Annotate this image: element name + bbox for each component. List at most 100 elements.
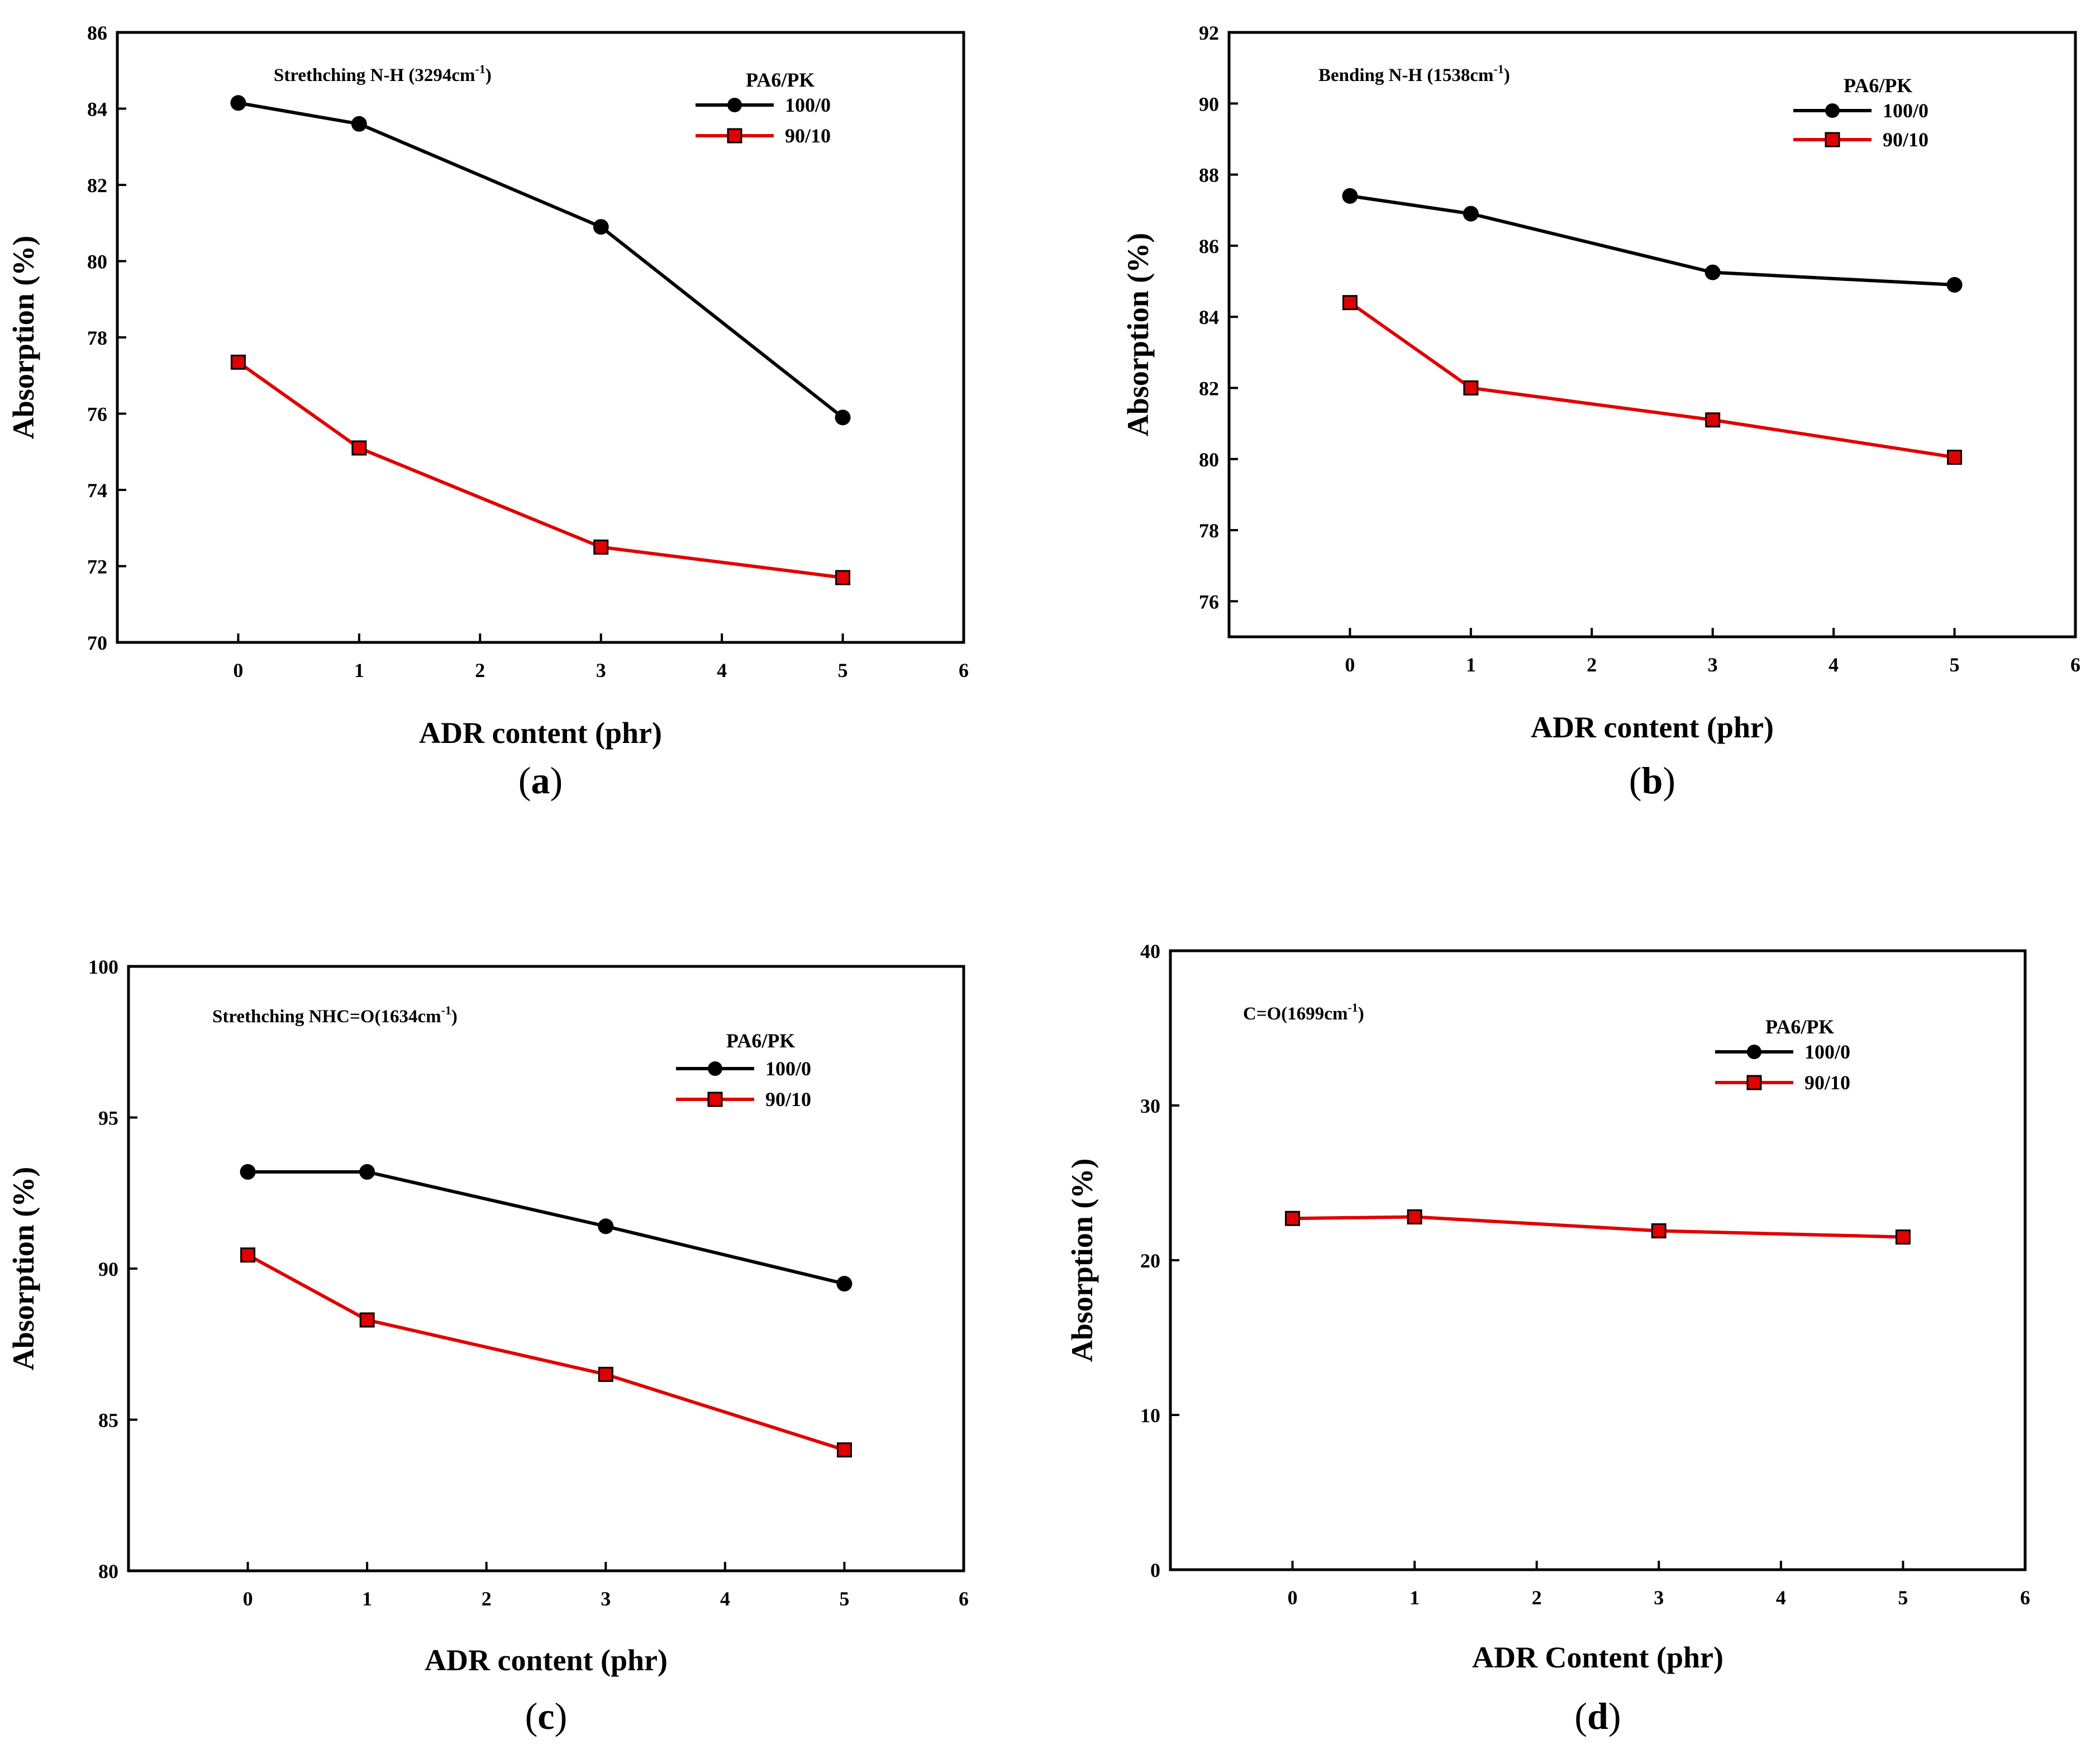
x-tick-label: 2 [1587,654,1597,676]
y-tick-label: 86 [1199,235,1219,258]
data-point [598,1218,614,1235]
legend-marker-square [727,128,742,144]
data-point [835,570,851,585]
legend-title: PA6/PK [1844,74,1912,97]
y-tick-label: 80 [98,1560,118,1583]
y-tick-label: 30 [1140,1095,1160,1117]
data-point [359,1312,375,1328]
series-line-100/0 [237,101,844,419]
x-tick-label: 1 [354,659,364,682]
x-tick-label: 5 [1950,654,1960,676]
legend-marker-square [1825,132,1840,147]
x-tick-label: 2 [475,659,485,682]
y-tick-label: 84 [1199,306,1219,328]
legend-label: 100/0 [785,94,831,116]
legend-marker-square [707,1092,723,1107]
y-tick-label: 72 [87,556,107,578]
y-axis-label: Absorption (%) [7,236,40,440]
y-tick-label: 92 [1199,22,1219,44]
legend-label: 90/10 [765,1088,811,1111]
x-axis-label: ADR Content (phr) [1472,1641,1723,1674]
data-point [230,354,246,370]
x-tick-label: 0 [1345,654,1355,676]
y-tick-label: 0 [1150,1559,1160,1581]
x-tick-label: 2 [482,1588,492,1610]
y-tick-label: 86 [87,22,107,44]
plot-frame [1169,949,2027,1571]
plot-frame [127,965,965,1572]
data-point [836,1442,852,1458]
legend: PA6/PK 100/0 90/10 [1715,1016,1850,1094]
x-tick-label: 3 [596,659,606,682]
x-tick-label: 6 [2020,1586,2030,1609]
y-tick-label: 40 [1140,940,1160,962]
x-tick-label: 2 [1532,1586,1542,1609]
y-tick-label: 74 [87,479,107,502]
y-tick-label: 80 [1199,449,1219,471]
data-point [359,1164,375,1180]
x-tick-label: 0 [243,1588,253,1610]
x-tick-label: 5 [839,1588,849,1610]
series-line-90/10 [1292,1215,1903,1239]
x-tick-label: 6 [959,1588,969,1610]
data-point [240,1247,256,1263]
y-tick-label: 82 [1199,377,1219,399]
y-tick-label: 76 [87,403,107,426]
data-point [836,1276,853,1292]
data-point [240,1164,256,1180]
y-tick-label: 90 [1199,93,1219,115]
data-point [1463,380,1479,395]
annotation: Strethching NHC=O(1634cm-1) [212,1003,458,1027]
panel-label: (a) [518,759,563,802]
series-line-90/10 [237,360,843,579]
panel-label: (c) [525,1695,568,1737]
x-tick-label: 4 [720,1588,730,1610]
legend-title: PA6/PK [726,1030,795,1052]
legend-label: 90/10 [785,125,831,147]
annotation: Bending N-H (1538cm-1) [1318,62,1510,85]
x-tick-label: 1 [1409,1586,1420,1609]
y-tick-label: 70 [87,632,107,654]
data-point [593,219,609,235]
y-axis-label: Absorption (%) [1121,233,1155,437]
y-tick-label: 10 [1140,1404,1160,1427]
plot-frame [116,31,965,644]
data-point [351,440,367,456]
x-tick-label: 3 [1708,654,1718,676]
x-tick-label: 6 [959,659,969,682]
legend-label: 100/0 [1883,99,1928,122]
data-point [1463,206,1479,222]
panel-label: (d) [1574,1695,1621,1737]
y-tick-label: 100 [88,956,118,978]
y-tick-label: 82 [87,174,107,197]
x-axis-label: ADR content (phr) [419,716,662,750]
y-tick-label: 95 [98,1107,118,1130]
y-tick-label: 76 [1199,590,1219,613]
legend-marker-circle [708,1061,722,1076]
y-tick-label: 78 [1199,520,1219,542]
series-line-100/0 [1349,194,1955,287]
x-tick-label: 3 [601,1588,611,1610]
y-axis-label: Absorption (%) [7,1167,40,1371]
data-point [351,116,367,132]
data-point [1285,1211,1301,1226]
legend-label: 100/0 [765,1057,811,1080]
data-point [1407,1209,1422,1224]
x-tick-label: 0 [1288,1586,1298,1609]
data-point [1651,1223,1666,1238]
data-point [835,409,851,426]
x-axis-label: ADR content (phr) [425,1643,668,1677]
y-axis-label: Absorption (%) [1065,1159,1099,1362]
data-point [1342,295,1358,311]
x-tick-label: 6 [2070,654,2080,676]
legend-label: 90/10 [1883,128,1928,151]
x-axis-label: ADR content (phr) [1531,711,1774,744]
data-point [1895,1229,1911,1245]
y-tick-label: 78 [87,327,107,349]
legend-marker-circle [727,98,742,112]
series-line-90/10 [1349,301,1955,459]
series-line-90/10 [247,1254,845,1452]
x-tick-label: 1 [362,1588,372,1610]
data-point [1704,264,1721,280]
y-tick-label: 90 [98,1258,118,1280]
